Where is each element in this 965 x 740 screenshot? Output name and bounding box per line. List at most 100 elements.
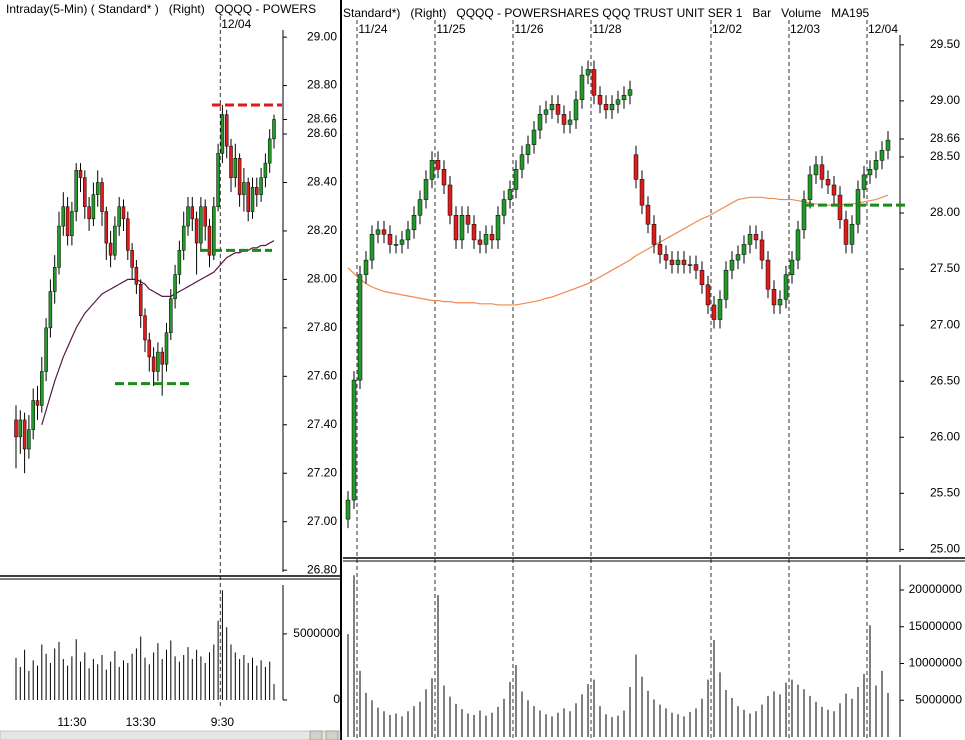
y-tick-label: 25.00 — [930, 542, 960, 556]
candle-body — [57, 225, 61, 268]
y-tick-label: 28.60 — [307, 126, 337, 140]
candle-body — [573, 99, 579, 121]
candle-body — [741, 244, 747, 255]
candle-body — [657, 244, 663, 255]
candle-body — [885, 139, 891, 151]
candle-body — [621, 95, 627, 101]
candle-body — [31, 400, 35, 430]
date-label: 11/28 — [592, 22, 621, 36]
y-tick-label: 29.50 — [930, 37, 960, 51]
candle-body — [555, 103, 561, 115]
volume-tick-label: 5000000 — [293, 626, 340, 640]
candle-body — [519, 154, 525, 170]
candle-body — [363, 259, 369, 275]
candle-body — [345, 499, 351, 520]
candle-body — [151, 356, 156, 372]
y-tick-label: 27.60 — [307, 368, 337, 382]
candle-body — [220, 114, 225, 154]
y-tick-label: 27.50 — [930, 261, 960, 275]
candle-body — [44, 327, 48, 372]
candle-body — [831, 184, 837, 196]
candle-body — [143, 315, 147, 341]
candle-body — [147, 339, 152, 358]
candle-body — [357, 274, 363, 381]
candle-body — [687, 264, 693, 266]
candle-body — [52, 267, 57, 292]
candle-body — [801, 199, 807, 231]
y-tick-label: 28.66 — [930, 131, 960, 145]
candle-body — [429, 160, 435, 180]
candle-body — [447, 184, 453, 216]
candle-body — [765, 259, 771, 290]
candle-body — [591, 69, 597, 96]
candle-body — [216, 153, 220, 207]
candle-body — [693, 264, 699, 271]
y-tick-label: 27.00 — [930, 317, 960, 331]
candle-body — [194, 218, 199, 244]
candle-body — [771, 289, 777, 306]
scroll-button[interactable] — [325, 730, 339, 740]
candle-body — [199, 206, 203, 244]
y-tick-label: 27.80 — [307, 320, 337, 334]
x-tick-label: 9:30 — [211, 715, 235, 729]
candle-body — [867, 169, 873, 176]
scrollbar[interactable] — [0, 730, 341, 740]
volume-tick-label: 5000000 — [915, 692, 962, 706]
candle-body — [104, 211, 109, 244]
scroll-button[interactable] — [309, 730, 323, 740]
candle-body — [567, 119, 573, 125]
candle-body — [229, 145, 233, 178]
candle-body — [14, 419, 18, 438]
candle-body — [609, 103, 615, 111]
candle-body — [272, 119, 276, 140]
candle-body — [747, 234, 753, 245]
candle-body — [537, 114, 543, 131]
x-tick-label: 13:30 — [126, 715, 156, 729]
candle-body — [615, 99, 621, 105]
candle-body — [126, 218, 130, 251]
candle-body — [18, 419, 23, 438]
candle-body — [513, 169, 519, 190]
volume-tick-label: 10000000 — [909, 656, 963, 670]
candle-body — [399, 239, 405, 245]
candle-body — [130, 250, 134, 268]
candle-body — [250, 187, 255, 212]
candle-body — [585, 69, 591, 76]
candle-body — [759, 239, 765, 261]
candle-body — [597, 95, 603, 105]
candle-body — [242, 182, 246, 195]
candle-body — [699, 269, 705, 286]
candle-body — [651, 223, 657, 245]
candle-body — [777, 299, 783, 306]
y-tick-label: 28.80 — [307, 78, 337, 92]
candle-body — [411, 215, 417, 231]
candle-body — [181, 225, 186, 251]
candle-body — [633, 154, 639, 180]
candle-body — [423, 179, 429, 200]
candle-body — [681, 259, 687, 265]
candle-body — [663, 254, 669, 261]
date-label: 11/26 — [514, 22, 543, 36]
candle-body — [121, 206, 126, 220]
candle-body — [267, 138, 272, 164]
candle-body — [259, 177, 263, 195]
candle-body — [169, 298, 173, 333]
candle-body — [113, 225, 117, 256]
candle-body — [393, 244, 399, 246]
y-tick-label: 26.00 — [930, 429, 960, 443]
candle-body — [203, 206, 207, 227]
candle-body — [795, 229, 801, 261]
candle-body — [351, 379, 357, 501]
candle-body — [861, 174, 867, 190]
candle-body — [705, 284, 711, 306]
candle-body — [501, 199, 507, 216]
y-tick-label: 26.50 — [930, 373, 960, 387]
candle-body — [873, 160, 879, 170]
candle-body — [207, 225, 212, 256]
y-tick-label: 27.20 — [307, 465, 337, 479]
y-tick-label: 28.20 — [307, 223, 337, 237]
candle-body — [477, 239, 483, 245]
candle-body — [435, 160, 441, 170]
